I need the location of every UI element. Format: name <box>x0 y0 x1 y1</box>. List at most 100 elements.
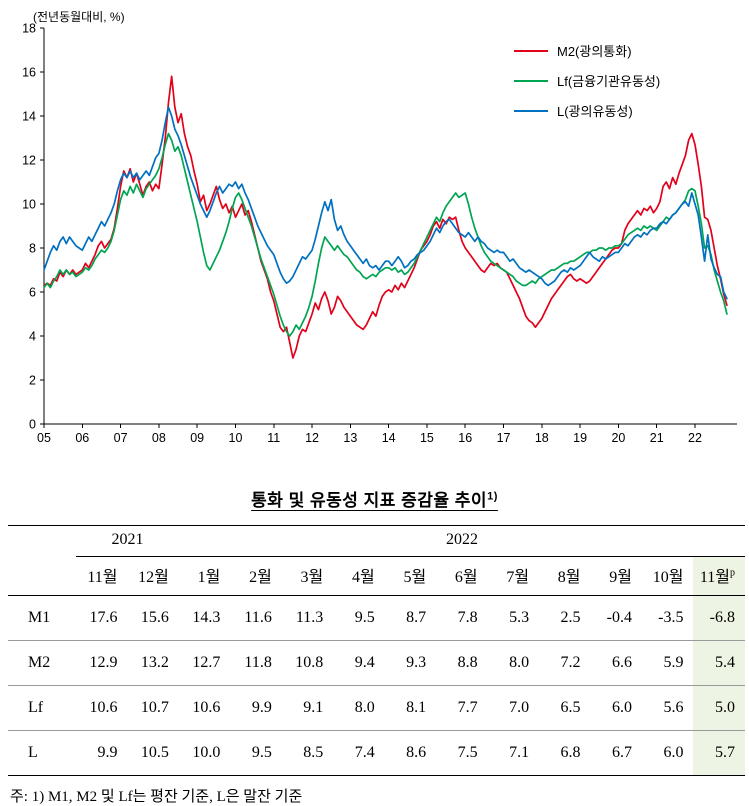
legend-label: M2(광의통화) <box>557 44 632 59</box>
month-header: 1월 <box>178 556 231 596</box>
month-header: 3월 <box>281 556 334 596</box>
value-cell: 17.6 <box>89 609 118 626</box>
chart-plot-area: 0 2 4 6 8 10 12 14 16 18 05 06 07 08 09 10 11 12 13 14 15 16 1… <box>22 22 737 445</box>
value-cell: 9.9 <box>230 685 282 731</box>
legend-line-swatch <box>514 49 548 52</box>
year-group-row: 2021 2022 <box>8 525 745 557</box>
x-tick-label: 21 <box>650 431 664 445</box>
legend-label: Lf(금융기관유동성) <box>557 74 661 89</box>
value-cell: 10.0 <box>178 730 231 776</box>
y-tick-label: 0 <box>29 418 36 432</box>
series-line <box>43 75 728 359</box>
x-tick-label: 08 <box>152 431 166 445</box>
table-row: L 9.9 10.5 10.0 9.5 8.5 7.4 8.6 7.5 7.1 6.8 6.7 6.0 5… <box>8 730 745 776</box>
year-group-header: 2021 <box>76 525 179 557</box>
table-row: M1 17.6 15.6 14.3 11.6 11.3 9.5 8.7 7.8 5.3 2.5 -0.… <box>8 595 745 641</box>
month-header-row: 11월 12월 1월 2월 3월 4월 5월 6월 7월 8월 9월 10월 11월p <box>8 556 745 596</box>
value-cell: 2.5 <box>560 609 581 626</box>
value-cell: 9.9 <box>76 730 128 776</box>
y-tick-label: 12 <box>22 154 36 168</box>
value-cell: 9.3 <box>384 640 437 686</box>
value-cell: 7.0 <box>487 685 540 731</box>
table-row: M2 12.9 13.2 12.7 11.8 10.8 9.4 9.3 8.8 8.0 7.2 6.6… <box>8 640 745 686</box>
indicator-table-section: 통화 및 유동성 지표 증감율 추이1) 2021 2022 11월 12월 1월 2월… <box>0 468 749 806</box>
y-tick-label: 14 <box>22 110 36 124</box>
value-cell: 10.6 <box>178 685 231 731</box>
y-tick-label: 18 <box>22 22 36 36</box>
row-label: M1 <box>28 609 51 626</box>
indicator-table: 2021 2022 11월 12월 1월 2월 3월 4월 5월 6월 7월 8월 9월 10월 11월p… <box>8 525 745 776</box>
value-cell: -3.5 <box>658 609 684 626</box>
value-cell: 7.2 <box>539 640 591 686</box>
month-header: 6월 <box>436 556 488 596</box>
value-cell: 12.9 <box>76 640 128 686</box>
value-cell: 13.2 <box>127 640 179 686</box>
x-tick-label: 14 <box>382 431 396 445</box>
legend-line-swatch <box>514 109 548 112</box>
month-header: 11월p <box>693 556 745 596</box>
provisional-marker: p <box>730 567 735 579</box>
legend-item: M2(광의통화) <box>514 41 660 60</box>
month-header: 9월 <box>590 556 642 596</box>
value-cell: 12.7 <box>178 640 231 686</box>
x-tick-label: 11 <box>267 431 280 445</box>
series-line <box>43 106 728 300</box>
value-cell: 7.4 <box>333 730 385 776</box>
y-tick-label: 6 <box>29 286 36 300</box>
x-tick-label: 17 <box>497 431 511 445</box>
value-cell: 8.6 <box>384 730 437 776</box>
value-cell: 8.5 <box>281 730 334 776</box>
value-cell: 10.6 <box>76 685 128 731</box>
value-cell: 7.1 <box>487 730 540 776</box>
value-cell: 5.7 <box>693 730 745 776</box>
y-tick-label: 4 <box>29 330 36 344</box>
chart-unit-label: (전년동월대비, %) <box>33 10 125 24</box>
x-tick-label: 05 <box>37 431 51 445</box>
x-tick-label: 16 <box>458 431 472 445</box>
value-cell: -0.4 <box>606 609 632 626</box>
year-group-header: 2022 <box>178 525 745 557</box>
value-cell: 11.8 <box>230 640 282 686</box>
x-tick-label: 20 <box>611 431 625 445</box>
row-label: Lf <box>8 685 76 731</box>
month-header: 12월 <box>127 556 179 596</box>
x-tick-label: 06 <box>75 431 89 445</box>
month-header: 8월 <box>539 556 591 596</box>
table-footnote: 주: 1) M1, M2 및 Lf는 평잔 기준, L은 말잔 기준 <box>10 789 303 805</box>
legend-line-swatch <box>514 79 548 82</box>
value-cell: 9.5 <box>354 609 375 626</box>
value-cell: 10.7 <box>127 685 179 731</box>
month-header: 4월 <box>333 556 385 596</box>
value-cell: 5.0 <box>693 685 745 731</box>
value-cell: 9.1 <box>281 685 334 731</box>
legend-item: L(광의유동성) <box>514 101 660 120</box>
value-cell: 8.0 <box>333 685 385 731</box>
value-cell: 5.9 <box>641 640 694 686</box>
value-cell: 8.8 <box>436 640 488 686</box>
x-tick-label: 09 <box>190 431 204 445</box>
table-title-footnote-marker: 1) <box>487 490 498 503</box>
value-cell: 5.3 <box>509 609 530 626</box>
value-cell: -6.8 <box>693 595 745 641</box>
month-header: 2월 <box>230 556 282 596</box>
y-tick-label: 2 <box>29 374 36 388</box>
value-cell: 6.0 <box>641 730 694 776</box>
row-label: L <box>8 730 76 776</box>
value-cell: 8.7 <box>406 609 427 626</box>
y-tick-label: 16 <box>22 66 36 80</box>
value-cell: 5.6 <box>641 685 694 731</box>
value-cell: 6.6 <box>590 640 642 686</box>
month-header: 5월 <box>384 556 437 596</box>
x-tick-label: 18 <box>535 431 549 445</box>
month-header-empty-cell <box>8 556 76 596</box>
x-tick-label: 22 <box>688 431 702 445</box>
y-tick-label: 10 <box>22 198 36 212</box>
table-title-text: 통화 및 유동성 지표 증감율 추이 <box>251 491 488 510</box>
x-tick-label: 12 <box>305 431 319 445</box>
x-tick-label: 07 <box>114 431 128 445</box>
value-cell: 6.7 <box>590 730 642 776</box>
table-title: 통화 및 유동성 지표 증감율 추이1) <box>0 486 749 511</box>
value-cell: 7.8 <box>457 609 478 626</box>
value-cell: 8.0 <box>487 640 540 686</box>
